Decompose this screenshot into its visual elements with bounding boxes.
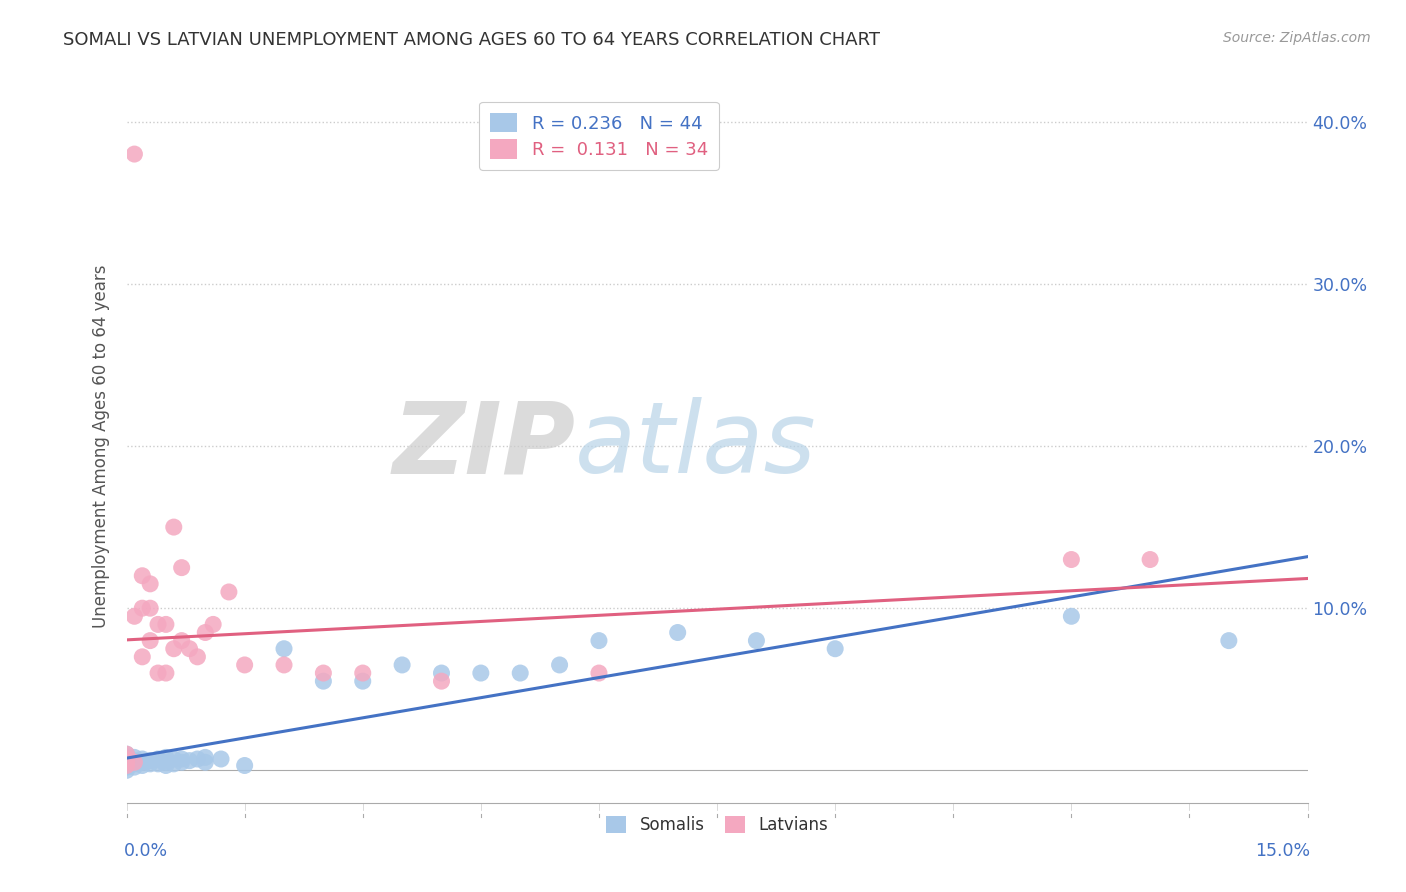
Point <box>588 633 610 648</box>
Point <box>170 560 193 574</box>
Point <box>1060 609 1083 624</box>
Point <box>155 750 177 764</box>
Point <box>186 752 208 766</box>
Point <box>115 764 138 778</box>
Text: atlas: atlas <box>575 398 817 494</box>
Point <box>131 756 153 770</box>
Point <box>163 520 186 534</box>
Point <box>430 666 453 681</box>
Point <box>139 756 162 771</box>
Point <box>146 666 169 681</box>
Point <box>131 649 153 664</box>
Point <box>124 756 146 770</box>
Point <box>146 617 169 632</box>
Point <box>124 760 146 774</box>
Point <box>170 756 193 770</box>
Point <box>115 752 138 766</box>
Point <box>666 625 689 640</box>
Y-axis label: Unemployment Among Ages 60 to 64 years: Unemployment Among Ages 60 to 64 years <box>91 264 110 628</box>
Point <box>430 674 453 689</box>
Point <box>146 752 169 766</box>
Point <box>124 609 146 624</box>
Point <box>115 754 138 768</box>
Point <box>273 657 295 672</box>
Point <box>155 666 177 681</box>
Point <box>352 666 374 681</box>
Legend: Somalis, Latvians: Somalis, Latvians <box>600 809 834 841</box>
Point <box>218 585 240 599</box>
Point <box>202 617 225 632</box>
Point <box>312 666 335 681</box>
Point <box>124 750 146 764</box>
Text: 15.0%: 15.0% <box>1254 842 1310 860</box>
Point <box>548 657 571 672</box>
Point <box>131 601 153 615</box>
Point <box>139 601 162 615</box>
Point <box>131 758 153 772</box>
Point <box>391 657 413 672</box>
Text: SOMALI VS LATVIAN UNEMPLOYMENT AMONG AGES 60 TO 64 YEARS CORRELATION CHART: SOMALI VS LATVIAN UNEMPLOYMENT AMONG AGE… <box>63 31 880 49</box>
Text: Source: ZipAtlas.com: Source: ZipAtlas.com <box>1223 31 1371 45</box>
Point <box>115 760 138 774</box>
Point <box>233 758 256 772</box>
Point <box>179 641 201 656</box>
Point <box>352 674 374 689</box>
Point <box>745 633 768 648</box>
Point <box>124 756 146 771</box>
Point <box>194 750 217 764</box>
Point <box>233 657 256 672</box>
Point <box>1139 552 1161 566</box>
Point <box>115 747 138 761</box>
Point <box>170 633 193 648</box>
Point <box>312 674 335 689</box>
Point <box>124 147 146 161</box>
Point <box>139 754 162 768</box>
Point <box>131 568 153 582</box>
Point <box>115 747 138 761</box>
Point <box>124 754 146 768</box>
Point <box>139 633 162 648</box>
Text: ZIP: ZIP <box>392 398 575 494</box>
Point <box>186 649 208 664</box>
Point <box>115 756 138 770</box>
Point <box>131 752 153 766</box>
Point <box>1218 633 1240 648</box>
Point <box>509 666 531 681</box>
Text: 0.0%: 0.0% <box>124 842 169 860</box>
Point <box>139 577 162 591</box>
Point <box>115 758 138 772</box>
Point <box>824 641 846 656</box>
Point <box>209 752 232 766</box>
Point <box>1060 552 1083 566</box>
Point <box>163 641 186 656</box>
Point <box>470 666 492 681</box>
Point <box>155 758 177 772</box>
Point <box>146 756 169 771</box>
Point <box>194 756 217 770</box>
Point <box>170 752 193 766</box>
Point <box>115 756 138 771</box>
Point <box>273 641 295 656</box>
Point <box>194 625 217 640</box>
Point <box>155 617 177 632</box>
Point <box>179 754 201 768</box>
Point <box>155 756 177 770</box>
Point <box>115 750 138 764</box>
Point <box>588 666 610 681</box>
Point <box>163 756 186 771</box>
Point <box>163 752 186 766</box>
